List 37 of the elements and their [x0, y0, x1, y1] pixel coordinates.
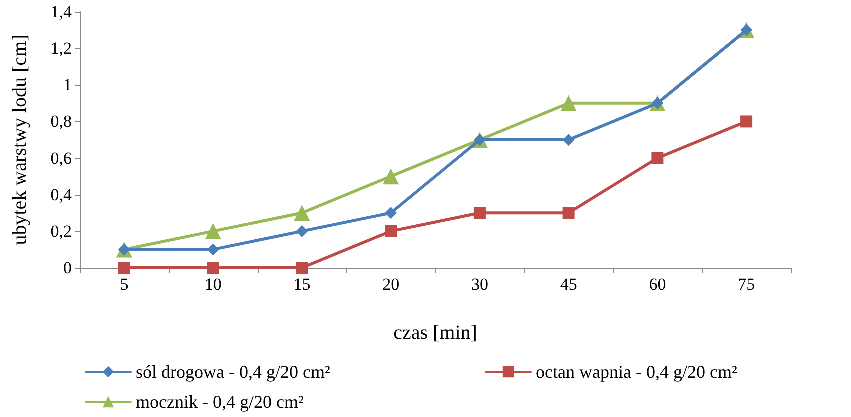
x-tick-label: 20: [382, 275, 400, 294]
point: [296, 225, 308, 238]
point: [383, 168, 400, 185]
point: [652, 152, 664, 164]
y-tick-label: 0: [64, 258, 72, 278]
point: [205, 223, 222, 240]
point: [118, 262, 130, 274]
legend-label: octan wapnia - 0,4 g/20 cm²: [536, 362, 738, 382]
x-axis-title: czas [min]: [394, 322, 478, 344]
x-tick-label: 5: [120, 275, 129, 294]
point: [385, 207, 398, 220]
point: [296, 262, 308, 274]
x-tick-label: 60: [649, 275, 666, 294]
point: [385, 225, 398, 238]
point: [207, 244, 220, 256]
y-tick-label: 1: [64, 76, 72, 95]
y-axis-title: ubytek warstwy lodu [cm]: [9, 34, 31, 246]
point: [294, 205, 310, 222]
legend-label: mocznik - 0,4 g/20 cm²: [136, 392, 304, 412]
point: [562, 134, 575, 146]
x-tick-label: 10: [204, 275, 222, 294]
y-tick-label: 1,4: [50, 2, 72, 22]
y-tick-label: 0,6: [50, 148, 72, 168]
x-tick-label: 75: [738, 275, 756, 294]
y-tick-label: 0,4: [50, 185, 72, 204]
point: [562, 207, 575, 220]
point: [560, 95, 577, 112]
point: [740, 116, 753, 128]
y-tick-label: 0,2: [50, 222, 72, 241]
x-tick-label: 30: [471, 275, 488, 294]
x-tick-label: 15: [294, 275, 311, 294]
point: [207, 262, 220, 274]
y-tick-label: 1,2: [50, 39, 72, 58]
x-tick-label: 45: [560, 275, 578, 294]
y-tick-label: 0,8: [50, 112, 72, 132]
legend-label: sól drogowa - 0,4 g/20 cm²: [136, 362, 330, 382]
point: [474, 207, 486, 220]
